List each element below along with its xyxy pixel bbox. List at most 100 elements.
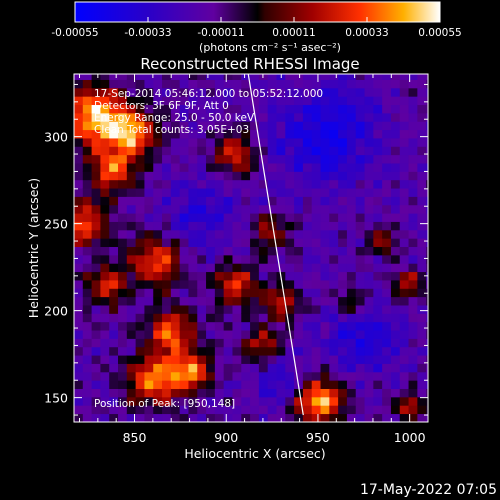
heatmap-cell (258, 330, 269, 339)
heatmap-cell (179, 121, 189, 131)
heatmap-cell (162, 188, 172, 197)
heatmap-cell (91, 196, 101, 206)
heatmap-cell (223, 129, 233, 139)
heatmap-cell (206, 146, 216, 156)
heatmap-cell (74, 154, 84, 164)
heatmap-cell (355, 121, 365, 131)
heatmap-cell (276, 280, 286, 289)
heatmap-cell (408, 154, 418, 164)
heatmap-cell (82, 204, 92, 214)
heatmap-cell (162, 171, 172, 181)
heatmap-cell (390, 87, 401, 97)
heatmap-cell (408, 204, 418, 214)
heatmap-cell (346, 280, 357, 289)
heatmap-cell (338, 413, 348, 422)
heatmap-cell (162, 129, 172, 139)
heatmap-cell (170, 263, 181, 273)
heatmap-cell (241, 380, 251, 389)
heatmap-cell (426, 405, 428, 415)
heatmap-cell (82, 413, 92, 422)
heatmap-cell (223, 363, 233, 373)
heatmap-cell (100, 112, 110, 122)
heatmap-cell (91, 129, 101, 139)
heatmap-cell (267, 79, 277, 89)
heatmap-cell (188, 96, 198, 106)
heatmap-cell (426, 171, 428, 181)
heatmap-cell (390, 154, 401, 164)
heatmap-cell (153, 112, 163, 122)
heatmap-cell (223, 413, 233, 422)
heatmap-cell (302, 229, 313, 239)
heatmap-cell (91, 79, 101, 89)
heatmap-cell (302, 154, 313, 164)
heatmap-cell (144, 129, 154, 139)
heatmap-cell (118, 338, 128, 348)
heatmap-cell (82, 154, 92, 164)
heatmap-cell (232, 263, 242, 273)
heatmap-cell (179, 87, 189, 97)
heatmap-cell (267, 280, 277, 289)
heatmap-cell (276, 171, 286, 181)
heatmap-cell (179, 204, 189, 214)
heatmap-cell (170, 74, 181, 80)
heatmap-cell (153, 338, 163, 348)
heatmap-cell (302, 355, 313, 364)
heatmap-cell (223, 355, 233, 364)
heatmap-cell (338, 163, 348, 172)
heatmap-cell (320, 271, 330, 281)
heatmap-cell (223, 254, 233, 264)
heatmap-cell (355, 188, 365, 197)
heatmap-cell (258, 371, 269, 381)
heatmap-cell (118, 305, 128, 314)
heatmap-cell (267, 163, 277, 172)
heatmap-cell (241, 321, 251, 331)
heatmap-cell (294, 171, 304, 181)
heatmap-cell (320, 321, 330, 331)
heatmap-cell (426, 371, 428, 381)
heatmap-cell (346, 121, 357, 131)
heatmap-cell (382, 388, 392, 398)
heatmap-cell (241, 405, 251, 415)
heatmap-cell (144, 305, 154, 314)
heatmap-cell (153, 288, 163, 298)
heatmap-cell (311, 196, 321, 206)
heatmap-cell (241, 355, 251, 364)
heatmap-cell (329, 79, 339, 89)
heatmap-cell (241, 413, 251, 422)
heatmap-cell (408, 313, 418, 323)
heatmap-cell (74, 138, 84, 147)
heatmap-cell (162, 154, 172, 164)
heatmap-cell (355, 296, 365, 306)
heatmap-cell (355, 238, 365, 248)
heatmap-cell (399, 271, 409, 281)
heatmap-cell (74, 271, 84, 281)
heatmap-cell (74, 229, 84, 239)
heatmap-cell (250, 163, 260, 172)
heatmap-cell (153, 213, 163, 222)
heatmap-cell (302, 305, 313, 314)
heatmap-cell (364, 87, 374, 97)
heatmap-cell (364, 238, 374, 248)
heatmap-cell (100, 363, 110, 373)
heatmap-cell (170, 346, 181, 356)
heatmap-cell (373, 121, 383, 131)
heatmap-cell (232, 229, 242, 239)
heatmap-cell (162, 296, 172, 306)
heatmap-cell (426, 163, 428, 172)
heatmap-cell (223, 296, 233, 306)
heatmap-cell (311, 363, 321, 373)
heatmap-cell (320, 263, 330, 273)
heatmap-cell (82, 371, 92, 381)
heatmap-cell (346, 104, 357, 114)
heatmap-cell (285, 280, 295, 289)
heatmap-cell (197, 321, 207, 331)
heatmap-cell (241, 96, 251, 106)
heatmap-cell (197, 254, 207, 264)
heatmap-cell (417, 129, 427, 139)
heatmap-cell (311, 280, 321, 289)
heatmap-cell (338, 346, 348, 356)
heatmap-cell (426, 355, 428, 364)
heatmap-cell (162, 413, 172, 422)
heatmap-cell (276, 321, 286, 331)
heatmap-cell (91, 413, 101, 422)
